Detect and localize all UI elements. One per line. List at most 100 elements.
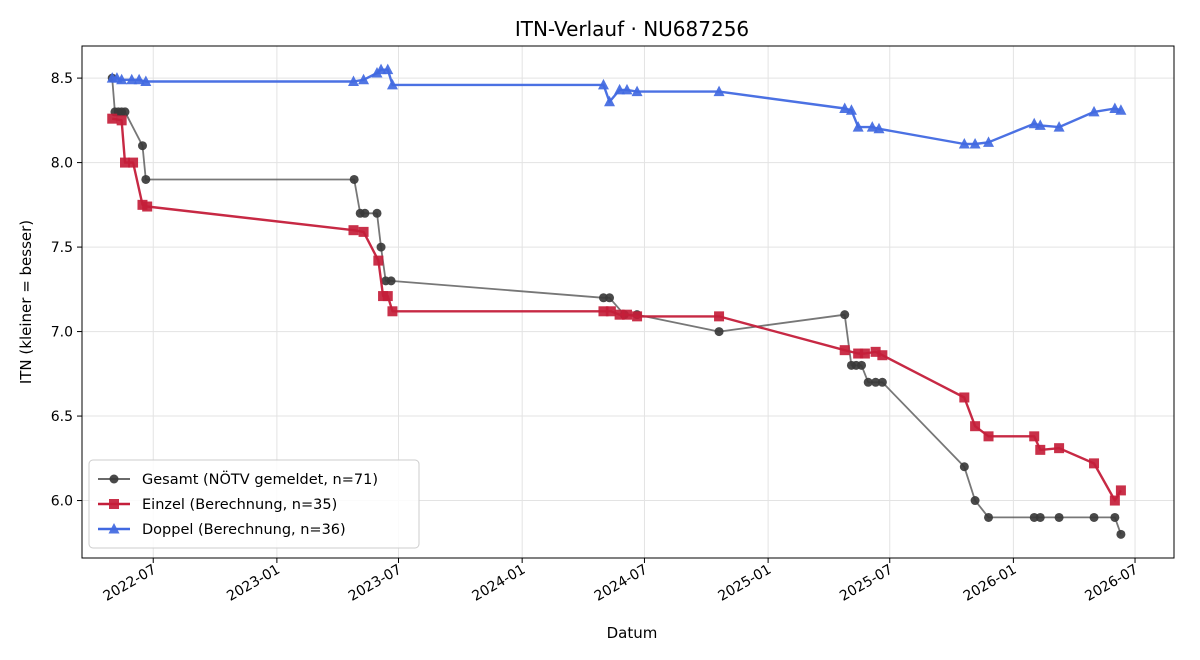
legend-box	[88, 459, 420, 549]
data-point	[614, 83, 626, 95]
data-point	[604, 95, 616, 107]
x-tick-label: 2024-07	[592, 562, 651, 605]
data-point	[853, 348, 864, 359]
data-point	[386, 78, 398, 90]
data-point	[373, 255, 384, 266]
data-point	[714, 327, 724, 337]
data-point	[1116, 529, 1126, 539]
data-point	[372, 208, 382, 218]
y-tick-label: 6.5	[51, 409, 73, 425]
data-point	[141, 174, 151, 184]
data-point	[714, 311, 725, 322]
legend-label: Doppel (Berechnung, n=36)	[142, 522, 346, 538]
data-point	[1035, 444, 1046, 455]
grid	[82, 46, 1174, 558]
data-point	[140, 75, 152, 86]
data-point	[970, 421, 981, 432]
data-point	[1034, 119, 1046, 130]
data-point	[128, 157, 139, 168]
data-point	[852, 121, 864, 132]
data-point	[840, 310, 850, 320]
x-tick-label: 2025-01	[715, 562, 774, 605]
series-line	[111, 117, 1122, 502]
data-point	[845, 104, 857, 115]
data-point	[984, 512, 994, 522]
data-point	[597, 78, 609, 90]
data-point	[1115, 104, 1127, 115]
x-axis-title: Datum	[607, 624, 658, 642]
data-point	[621, 83, 633, 95]
data-point	[347, 75, 359, 86]
data-point	[873, 122, 885, 134]
data-point	[1089, 458, 1100, 469]
data-point	[877, 377, 887, 387]
data-point	[598, 306, 609, 317]
data-point	[1029, 431, 1040, 442]
data-point	[1053, 121, 1065, 132]
data-point	[1054, 443, 1065, 454]
y-tick-label: 8.0	[51, 156, 73, 172]
data-point	[866, 121, 878, 132]
data-point	[120, 107, 130, 117]
y-axis-title: ITN (kleiner = besser)	[17, 220, 35, 384]
data-point	[116, 73, 128, 85]
data-point	[382, 291, 393, 302]
data-point	[387, 306, 398, 317]
data-point	[983, 431, 994, 442]
series-2	[106, 63, 1127, 149]
plot-series	[106, 63, 1127, 539]
x-tick-label: 2026-01	[961, 562, 1020, 605]
x-tick-label: 2026-07	[1082, 562, 1141, 605]
legend-entry: Doppel (Berechnung, n=36)	[98, 522, 346, 538]
data-point	[1109, 495, 1120, 506]
data-point	[877, 350, 888, 361]
data-point	[839, 102, 851, 114]
legend: Gesamt (NÖTV gemeldet, n=71) Einzel (Bere…	[88, 459, 420, 549]
data-point	[348, 225, 359, 236]
data-point	[116, 115, 127, 126]
data-point	[863, 377, 873, 387]
chart-title: ITN-Verlauf · NU687256	[515, 17, 749, 41]
y-tick-label: 8.5	[51, 71, 73, 87]
data-point	[382, 63, 394, 75]
data-point	[142, 201, 153, 212]
data-point	[120, 157, 131, 168]
data-point	[1088, 105, 1100, 117]
data-point	[605, 293, 615, 303]
legend-label: Einzel (Berechnung, n=35)	[142, 497, 337, 513]
data-point	[614, 309, 625, 320]
legend-entry: Einzel (Berechnung, n=35)	[98, 497, 337, 513]
data-point	[358, 73, 370, 85]
data-point	[360, 208, 370, 218]
y-tick-label: 7.5	[51, 240, 73, 256]
y-tick-label: 6.0	[51, 494, 73, 510]
data-point	[137, 141, 147, 151]
data-point	[958, 138, 970, 149]
data-point	[107, 113, 118, 124]
legend-marker	[109, 499, 119, 509]
data-point	[857, 360, 867, 370]
legend-marker	[109, 474, 119, 484]
legend-marker	[108, 523, 120, 534]
data-point	[386, 276, 396, 286]
x-tick-label: 2023-01	[224, 562, 283, 605]
data-point	[358, 226, 369, 237]
data-point	[969, 138, 981, 149]
x-tick-label: 2023-07	[346, 562, 405, 605]
series-line	[112, 68, 1122, 146]
series-1	[107, 113, 1126, 506]
plot-frame	[81, 45, 1175, 559]
legend-label: Gesamt (NÖTV gemeldet, n=71)	[142, 470, 378, 488]
data-point	[871, 377, 881, 387]
data-point	[126, 73, 138, 85]
x-tick-label: 2024-01	[469, 562, 528, 605]
data-point	[1035, 512, 1045, 522]
x-tick-label: 2022-07	[101, 562, 160, 605]
data-point	[349, 174, 359, 184]
data-point	[1110, 512, 1120, 522]
data-point	[959, 392, 970, 403]
data-point	[605, 306, 616, 317]
x-tick-label: 2025-07	[837, 562, 896, 605]
data-point	[983, 136, 995, 147]
